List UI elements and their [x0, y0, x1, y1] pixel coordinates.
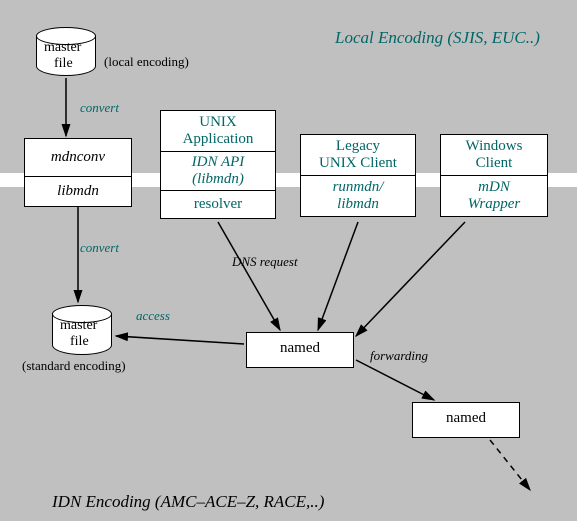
- arrows-layer: [0, 0, 577, 521]
